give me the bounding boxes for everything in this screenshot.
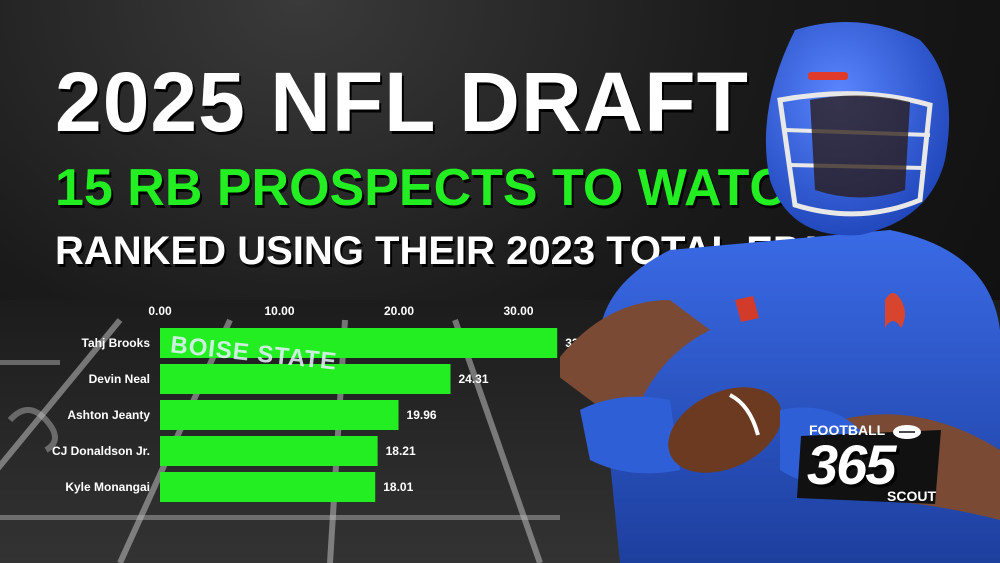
value-label: 19.96 [407, 408, 437, 422]
category-label: CJ Donaldson Jr. [52, 444, 150, 458]
bar [160, 436, 378, 466]
x-tick-label: 30.00 [503, 304, 533, 318]
football365-scout-logo: FOOTBALL 365 SCOUT [795, 418, 945, 510]
category-label: Kyle Monangai [65, 480, 150, 494]
bar [160, 472, 375, 502]
logo-number: 365 [807, 432, 894, 497]
value-label: 24.31 [459, 372, 489, 386]
category-label: Ashton Jeanty [67, 408, 150, 422]
value-label: 18.01 [383, 480, 413, 494]
bar [160, 400, 399, 430]
value-label: 18.21 [386, 444, 416, 458]
x-tick-label: 20.00 [384, 304, 414, 318]
x-tick-label: 0.00 [148, 304, 172, 318]
x-tick-label: 10.00 [264, 304, 294, 318]
category-label: Devin Neal [89, 372, 150, 386]
category-label: Tahj Brooks [82, 336, 151, 350]
logo-text-bottom: SCOUT [887, 488, 936, 504]
